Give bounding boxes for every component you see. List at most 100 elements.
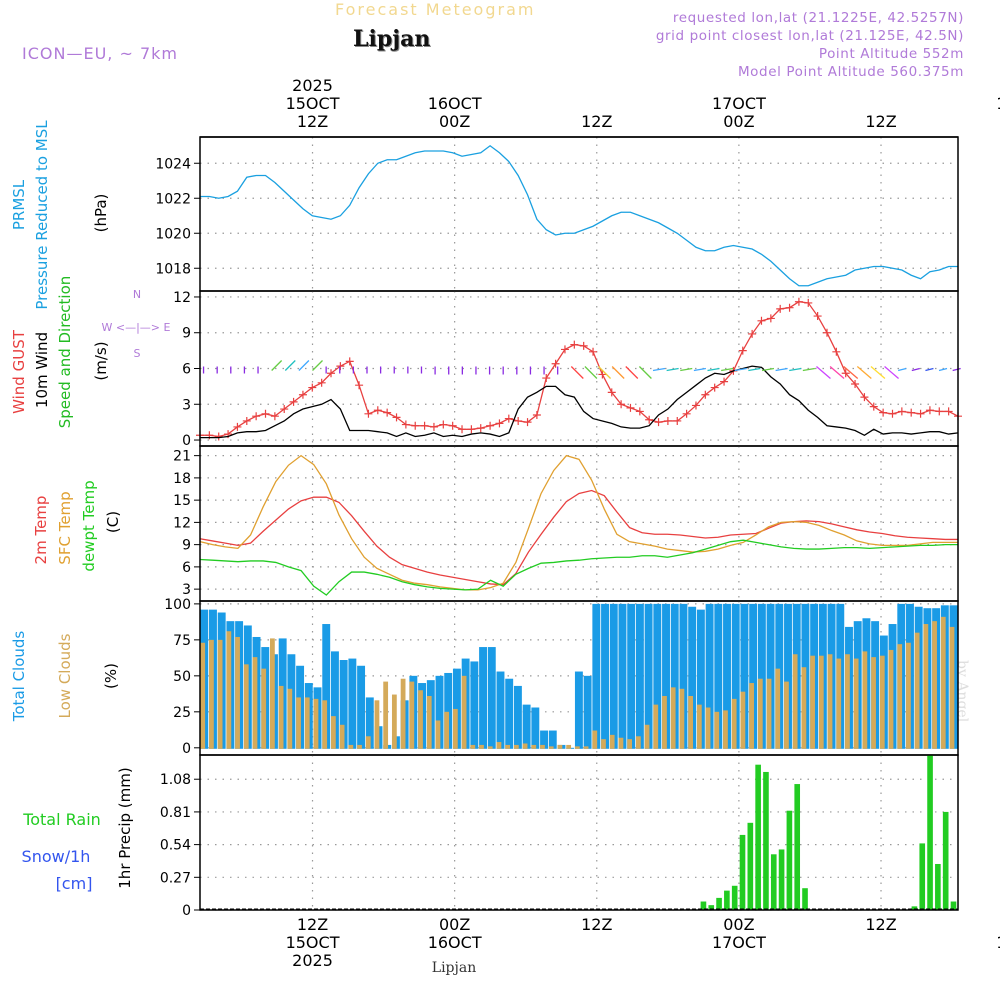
gust-marker [813,312,822,321]
wind-direction-arrow [312,360,323,371]
total-cloud-bar [679,603,688,749]
series-line-2m-temp [199,489,958,586]
label-sfc-temp: SFC Temp [56,491,74,564]
rain-bar [724,890,730,910]
date-label-bottom: 15OCT [286,933,340,952]
x-tick-label-top: 12Z [865,112,896,131]
gust-marker [280,405,289,414]
gust-marker [841,369,850,378]
wind-direction-arrow [938,367,948,372]
low-cloud-bar [200,642,206,749]
gust-marker [925,406,934,415]
low-cloud-bar [566,744,572,749]
y-tick-label: 1020 [155,226,191,242]
y-tick-label: 3 [182,582,191,598]
rain-bar [794,784,801,910]
wind-direction-arrow [721,367,734,372]
low-cloud-bar [548,746,554,749]
total-cloud-bar [505,678,514,749]
gust-marker [504,414,513,423]
total-cloud-bar [688,606,697,749]
low-cloud-bar [679,688,685,749]
low-cloud-bar [304,697,310,749]
gust-marker [832,347,841,356]
series-line-dewpt-temp [199,539,958,596]
low-cloud-bar [261,668,267,749]
gust-marker [701,390,710,399]
low-cloud-bar [444,711,450,749]
gust-marker [645,415,654,424]
gust-marker [383,408,392,417]
gust-marker [682,409,691,418]
y-tick-label: 15 [173,493,191,509]
label-snow: Snow/1h [22,847,91,866]
y-tick-label: 1024 [155,156,191,172]
x-tick-label-bottom: 12Z [865,915,896,934]
low-cloud-bar [243,664,249,749]
low-cloud-bar [601,739,606,749]
low-cloud-bar [426,695,432,749]
wind-direction-arrow [680,367,693,372]
x-tick-label-top: 12Z [581,112,612,131]
y-tick-label: 0 [182,741,191,757]
rain-bar [763,771,769,910]
low-cloud-bar [313,698,319,749]
total-cloud-bar [705,603,714,749]
compass-we: W <—|—> E [102,321,171,334]
rain-bar [919,843,926,910]
gust-marker [673,416,682,425]
gust-marker [542,374,551,383]
gust-marker [907,408,916,417]
low-cloud-bar [531,744,537,749]
wind-direction-arrow [884,366,899,379]
wind-direction-arrow [611,366,625,379]
gust-marker [308,383,317,392]
wind-direction-arrow [693,367,706,372]
x-tick-label-top: 00Z [439,112,470,131]
gust-marker [916,409,925,418]
gust-marker [869,402,878,411]
rain-bar [802,888,808,910]
low-cloud-bar [627,739,633,749]
low-cloud-bar [339,724,345,749]
y-tick-label: 9 [182,538,191,554]
label-2m-temp: 2m Temp [32,496,50,565]
y-tick-label: 3 [182,397,191,413]
low-cloud-bar [662,695,667,749]
gust-marker [252,412,261,421]
total-cloud-bar [548,730,557,749]
wind-direction-arrow [652,367,666,372]
low-cloud-bar [330,716,336,749]
requested-coords: requested lon,lat (21.1225E, 42.5257N) [672,10,964,26]
gust-marker [560,345,569,354]
low-cloud-bar [766,678,772,749]
total-cloud-bar [618,603,627,749]
wind-direction-arrow [856,366,872,379]
x-tick-label-bottom: 12Z [581,915,612,934]
low-cloud-bar [278,685,284,749]
label-pressure-msl: Pressure Reduced to MSL [33,120,51,310]
gust-marker [345,357,354,366]
panel-precip: 0 0.27 0.54 0.81 1.08 [160,754,959,919]
low-cloud-bar [653,704,659,749]
panel-pressure: 1018 1020 1022 1024 [155,136,959,292]
total-cloud-bar [322,624,331,749]
wind-direction-arrow [829,366,845,379]
y-tick-label: 0.27 [160,870,191,886]
low-cloud-bar [784,681,789,749]
total-cloud-bar [592,603,601,749]
low-cloud-bar [391,694,397,749]
gust-marker [626,403,635,412]
gust-marker [523,418,532,427]
y-tick-label: 6 [182,362,191,378]
gust-marker [448,421,457,430]
low-cloud-bar [409,681,415,749]
low-cloud-bar [270,638,275,749]
date-label-bottom: 16OCT [428,933,482,952]
label-wind-gust: Wind GUST [10,329,28,414]
low-cloud-bar [609,734,615,749]
total-cloud-bar [348,658,357,749]
low-cloud-bar [287,688,293,749]
label-prmsl: PRMSL [10,179,28,230]
total-cloud-bar [609,603,618,749]
